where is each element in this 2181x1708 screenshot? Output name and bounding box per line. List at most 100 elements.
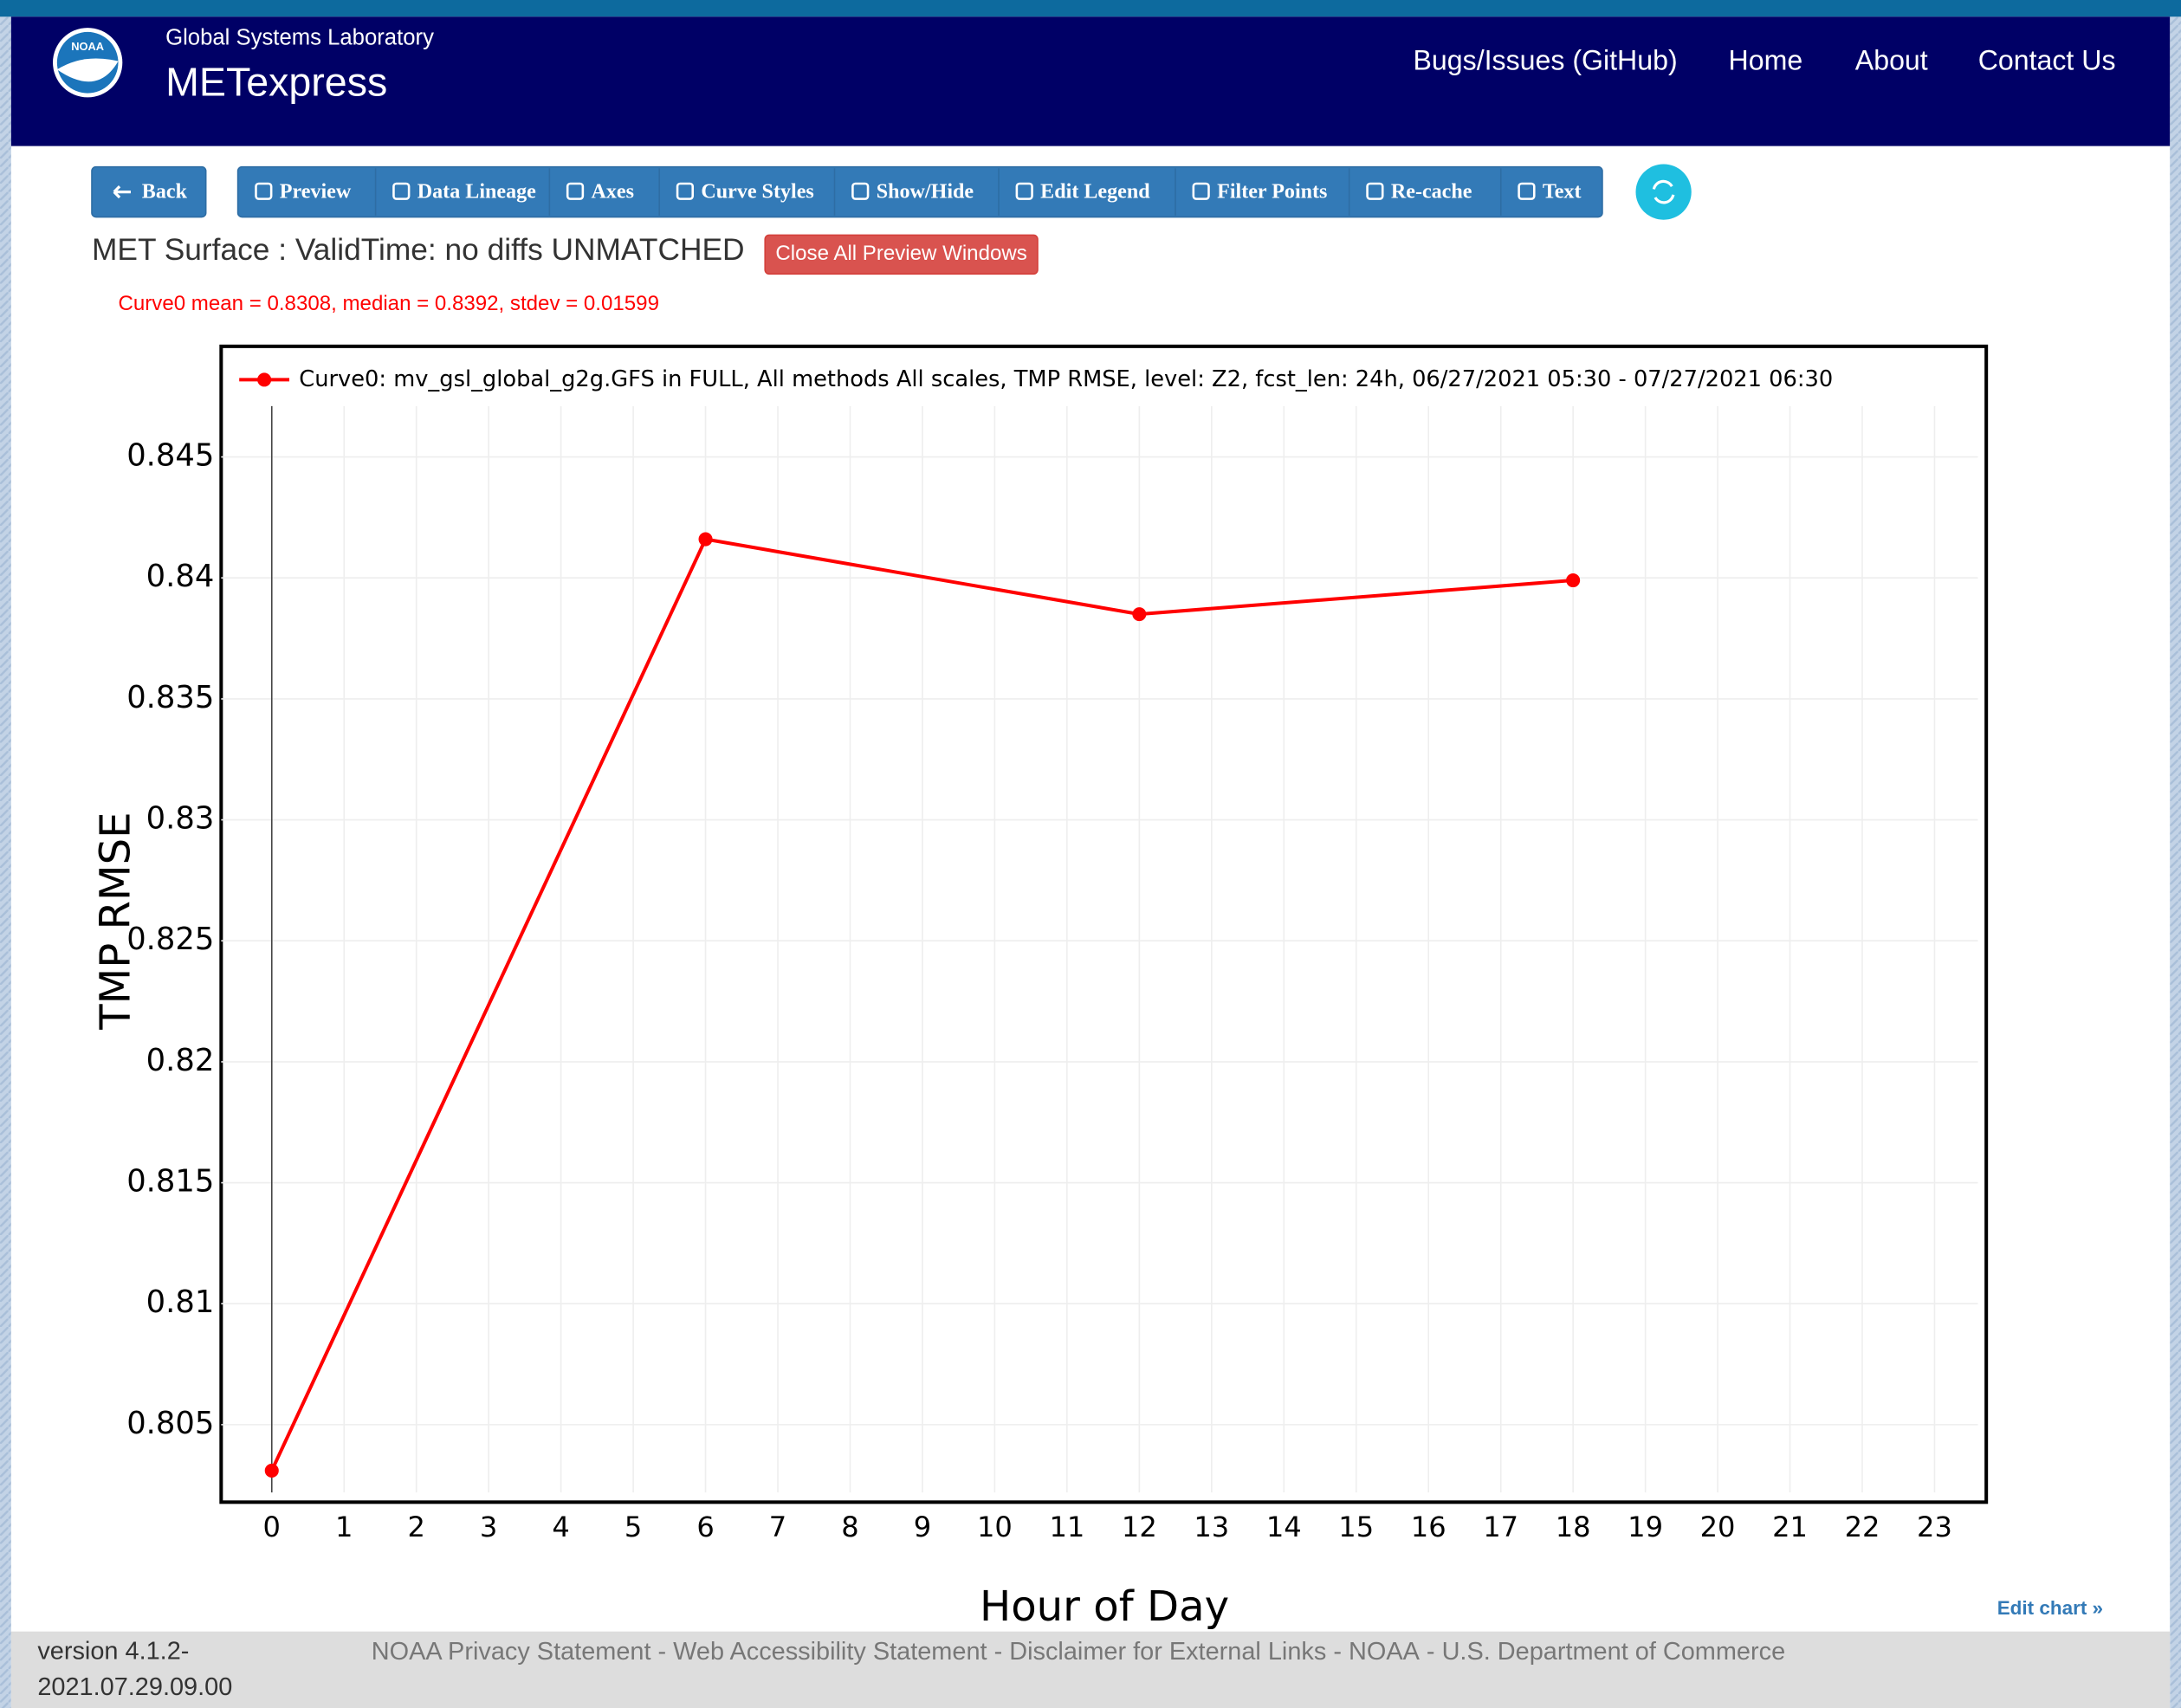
x-tick-label: 16: [1411, 1511, 1446, 1543]
close-label[interactable]: Close All Preview Windows: [775, 242, 1026, 265]
edit-chart-link[interactable]: Edit chart »: [1997, 1597, 2103, 1619]
back-button[interactable]: [91, 165, 207, 218]
x-tick-label: 8: [841, 1511, 858, 1543]
toolbar-icon: [1192, 182, 1210, 200]
legend-marker: [257, 372, 272, 387]
nav-link[interactable]: About: [1855, 45, 1928, 76]
toolbar-button[interactable]: Show/Hide: [877, 181, 974, 204]
toolbar-icon: [1518, 182, 1536, 200]
nav-link[interactable]: Contact Us: [1978, 45, 2116, 76]
y-tick-label: 0.805: [126, 1406, 214, 1441]
toolbar-icon: [676, 182, 695, 200]
close-button[interactable]: [764, 234, 1039, 275]
nav: Bugs/Issues (GitHub) Home About Contact Us: [1414, 45, 2116, 76]
footer-separator: -: [1427, 1637, 1435, 1665]
toolbar-button[interactable]: Filter Points: [1217, 181, 1327, 204]
x-tick-label: 3: [480, 1511, 497, 1543]
footer-link[interactable]: Web Accessibility Statement: [673, 1637, 987, 1665]
toolbar-icon: [392, 182, 411, 200]
footer-separator: -: [658, 1637, 667, 1665]
x-tick-label: 17: [1483, 1511, 1518, 1543]
y-tick-label: 0.835: [126, 680, 214, 715]
x-tick-label: 21: [1772, 1511, 1808, 1543]
y-tick-label: 0.82: [146, 1043, 215, 1078]
toolbar-button[interactable]: Axes: [591, 181, 634, 204]
back-label[interactable]: Back: [142, 181, 188, 204]
y-tick-label: 0.815: [126, 1164, 214, 1200]
footer-link[interactable]: NOAA Privacy Statement: [372, 1637, 651, 1665]
x-tick-label: 4: [552, 1511, 569, 1543]
footer-separator: -: [994, 1637, 1003, 1665]
x-tick-label: 5: [625, 1511, 642, 1543]
app-name[interactable]: METexpress: [165, 59, 387, 104]
x-tick-label: 6: [696, 1511, 714, 1543]
x-tick-label: 18: [1556, 1511, 1591, 1543]
nav-link[interactable]: Bugs/Issues (GitHub): [1414, 45, 1678, 76]
toolbar-group: [236, 165, 1603, 218]
x-axis-title: Hour of Day: [980, 1582, 1229, 1631]
version-date: 2021.07.29.09.00: [37, 1673, 232, 1701]
x-tick-label: 13: [1194, 1511, 1229, 1543]
toolbar-icon: [1015, 182, 1033, 200]
toolbar-icon: [851, 182, 870, 200]
toolbar-button[interactable]: Edit Legend: [1040, 181, 1150, 204]
logo-text: NOAA: [71, 40, 104, 53]
refresh-button[interactable]: [1635, 164, 1692, 220]
data-point[interactable]: [1566, 573, 1581, 588]
legend-label[interactable]: Curve0: mv_gsl_global_g2g.GFS in FULL, A…: [299, 366, 1833, 392]
plot-title: MET Surface : ValidTime: no diffs UNMATC…: [92, 233, 745, 267]
refresh-icon: [1652, 179, 1675, 204]
back-icon: [113, 185, 131, 199]
data-point[interactable]: [264, 1463, 279, 1478]
y-axis-title: TMP RMSE: [92, 812, 140, 1030]
y-tick-label: 0.84: [146, 559, 215, 594]
top-strip: [0, 0, 2181, 17]
x-tick-label: 22: [1845, 1511, 1880, 1543]
toolbar-button[interactable]: Preview: [280, 181, 352, 204]
data-point[interactable]: [1132, 607, 1147, 622]
x-tick-label: 10: [977, 1511, 1013, 1543]
footer-separator: -: [1333, 1637, 1342, 1665]
y-tick-label: 0.81: [146, 1284, 215, 1320]
footer-link[interactable]: NOAA: [1349, 1637, 1421, 1665]
y-tick-label: 0.825: [126, 922, 214, 957]
x-tick-label: 0: [263, 1511, 281, 1543]
stats: Curve0 mean = 0.8308, median = 0.8392, s…: [119, 292, 659, 315]
x-tick-label: 9: [914, 1511, 931, 1543]
footer-links: NOAA Privacy Statement - Web Accessibility…: [372, 1637, 1785, 1665]
nav-link[interactable]: Home: [1729, 45, 1803, 76]
plot-frame: [219, 344, 1989, 1504]
footer: [10, 1631, 2171, 1708]
footer-link[interactable]: Disclaimer for External Links: [1009, 1637, 1326, 1665]
toolbar-button[interactable]: Data Lineage: [417, 181, 536, 204]
x-tick-label: 19: [1628, 1511, 1663, 1543]
x-tick-label: 12: [1122, 1511, 1157, 1543]
data-point[interactable]: [698, 532, 713, 547]
x-tick-label: 2: [407, 1511, 424, 1543]
x-tick-label: 11: [1049, 1511, 1084, 1543]
toolbar: Preview Data Lineage Axes Curve Styles Show/…: [255, 168, 1582, 216]
x-tick-label: 23: [1917, 1511, 1952, 1543]
x-tick-label: 20: [1700, 1511, 1736, 1543]
version: version 4.1.2-: [37, 1637, 189, 1665]
toolbar-button[interactable]: Curve Styles: [701, 181, 813, 204]
toolbar-icon: [1366, 182, 1384, 200]
footer-link[interactable]: U.S. Department of Commerce: [1442, 1637, 1786, 1665]
x-tick-label: 7: [769, 1511, 786, 1543]
y-tick-label: 0.845: [126, 438, 214, 474]
toolbar-button[interactable]: Text: [1543, 181, 1582, 204]
chart: 0.805 0.81 0.815 0.82 0.825 0.83 0.835 0.84 0.84…: [92, 344, 1989, 1631]
lab-name: Global Systems Laboratory: [165, 26, 434, 50]
toolbar-icon: [566, 182, 585, 200]
x-tick-label: 1: [335, 1511, 353, 1543]
toolbar-button[interactable]: Re-cache: [1391, 181, 1472, 204]
toolbar-icon: [255, 182, 273, 200]
logo-wave: [56, 58, 119, 82]
series-line: [269, 537, 1574, 1472]
x-tick-label: 14: [1266, 1511, 1302, 1543]
navbar: [10, 16, 2171, 146]
x-tick-label: 15: [1338, 1511, 1374, 1543]
y-tick-label: 0.83: [146, 801, 215, 837]
